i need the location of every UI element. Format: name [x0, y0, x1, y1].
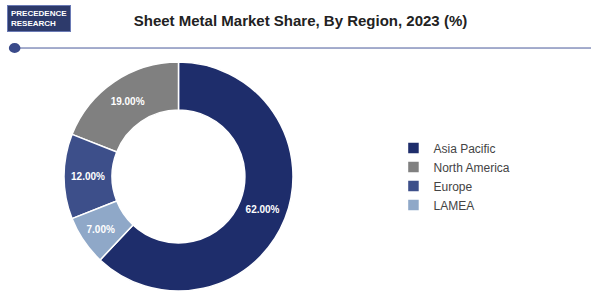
svg-text:12.00%: 12.00%: [71, 171, 105, 182]
svg-text:Sheet Metal Market Share, By R: Sheet Metal Market Share, By Region, 202…: [134, 12, 467, 29]
svg-text:62.00%: 62.00%: [246, 204, 280, 215]
svg-text:North America: North America: [433, 161, 509, 175]
svg-text:Europe: Europe: [433, 180, 472, 194]
svg-text:LAMEA: LAMEA: [433, 199, 474, 213]
svg-text:7.00%: 7.00%: [87, 224, 115, 235]
svg-text:Asia Pacific: Asia Pacific: [433, 142, 495, 156]
svg-text:19.00%: 19.00%: [111, 96, 145, 107]
svg-text:PRECEDENCERESEARCH: PRECEDENCERESEARCH: [11, 9, 67, 28]
